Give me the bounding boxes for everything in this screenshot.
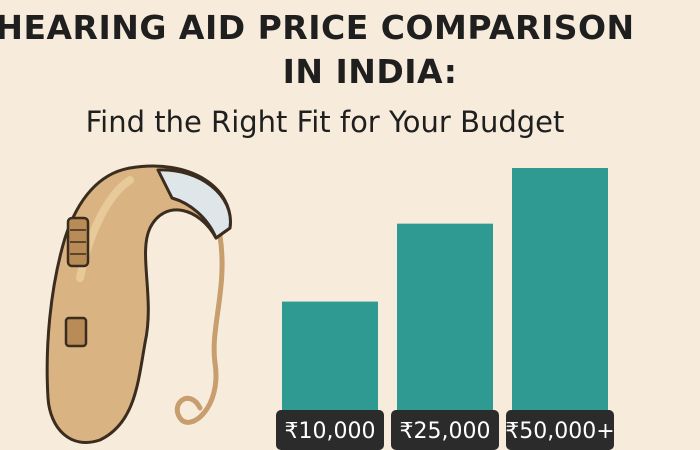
bar-2 bbox=[397, 223, 493, 412]
bar-1 bbox=[282, 301, 378, 412]
price-label-2: ₹25,000 bbox=[400, 419, 491, 444]
chart-title: HEARING AID PRICE COMPARISON IN INDIA: bbox=[0, 6, 700, 94]
price-label-3: ₹50,000+ bbox=[505, 419, 614, 444]
chart-subtitle: Find the Right Fit for Your Budget bbox=[85, 105, 565, 139]
price-label-bg-3 bbox=[506, 410, 614, 450]
labels-group: ₹10,000 ₹25,000 ₹50,000+ bbox=[276, 410, 615, 450]
price-label-bg-2 bbox=[391, 410, 499, 450]
bars-group bbox=[282, 168, 608, 412]
title-line-1: HEARING AID PRICE COMPARISON bbox=[0, 8, 635, 47]
price-label-1: ₹10,000 bbox=[285, 419, 376, 444]
price-label-bg-1 bbox=[276, 410, 384, 450]
hearing-aid-icon bbox=[45, 164, 232, 444]
bar-3 bbox=[512, 168, 608, 412]
title-line-2: IN INDIA: bbox=[282, 52, 458, 91]
